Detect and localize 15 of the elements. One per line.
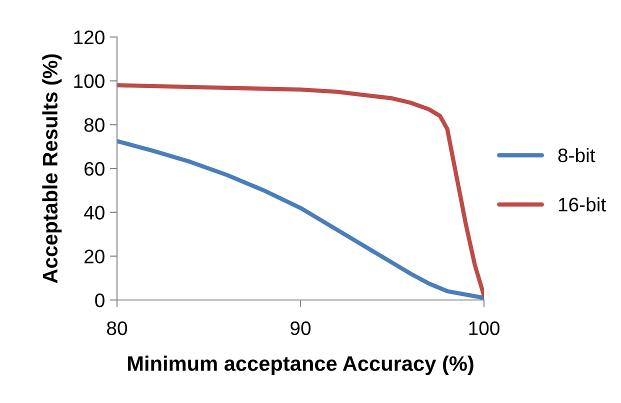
y-tick-label: 0 [95,293,104,308]
legend-label: 16-bit [558,197,606,212]
y-axis-title: Acceptable Results (%) [42,54,62,284]
legend-label: 8-bit [558,148,596,162]
x-tick-label: 90 [290,321,311,336]
x-tick-label: 100 [469,321,500,336]
y-tick-label: 60 [84,162,104,176]
y-tick-label: 40 [84,206,104,220]
x-axis-title: Minimum acceptance Accuracy (%) [128,356,474,376]
y-tick-label: 120 [74,30,104,44]
y-tick-label: 100 [74,74,104,88]
y-tick-label: 80 [84,118,104,132]
y-tick-label: 20 [84,250,104,264]
line-series [117,83,484,298]
x-tick-label: 80 [107,321,128,336]
